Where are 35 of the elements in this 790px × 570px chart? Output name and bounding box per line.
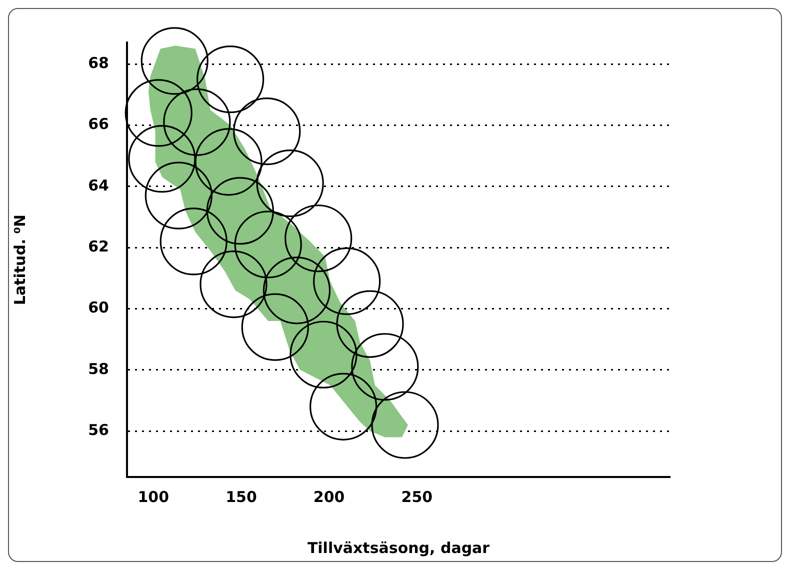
point — [233, 98, 301, 166]
y-tick-label: 60 — [88, 298, 109, 317]
point — [262, 256, 331, 324]
y-tick-label: 56 — [88, 421, 109, 440]
point — [351, 333, 419, 401]
y-tick-label: 68 — [88, 54, 109, 72]
point — [310, 372, 378, 440]
x-tick-label: 100 — [138, 488, 170, 506]
y-axis-title: Latitud. ⁰N — [10, 214, 29, 306]
x-axis-title: Tillväxtsäsong, dagar — [307, 538, 490, 557]
y-tick-label: 62 — [88, 237, 109, 256]
y-tick-label: 66 — [88, 115, 109, 134]
y-tick-label: 58 — [88, 360, 109, 378]
point — [196, 46, 264, 114]
point — [371, 391, 439, 459]
point — [241, 293, 309, 361]
point — [290, 320, 358, 388]
point — [128, 125, 196, 193]
point — [234, 210, 302, 278]
x-tick-label: 250 — [401, 488, 433, 506]
point — [194, 128, 262, 196]
point — [200, 250, 268, 318]
point — [144, 162, 212, 230]
point — [206, 177, 274, 245]
x-tick-label: 200 — [313, 488, 345, 506]
point — [140, 27, 208, 95]
point — [163, 88, 231, 156]
x-tick-label: 150 — [226, 488, 257, 506]
point — [336, 290, 404, 358]
point — [160, 208, 228, 276]
point — [256, 150, 324, 218]
point — [284, 204, 352, 272]
y-tick-label: 64 — [88, 176, 109, 194]
point — [124, 79, 192, 147]
point — [313, 247, 381, 316]
